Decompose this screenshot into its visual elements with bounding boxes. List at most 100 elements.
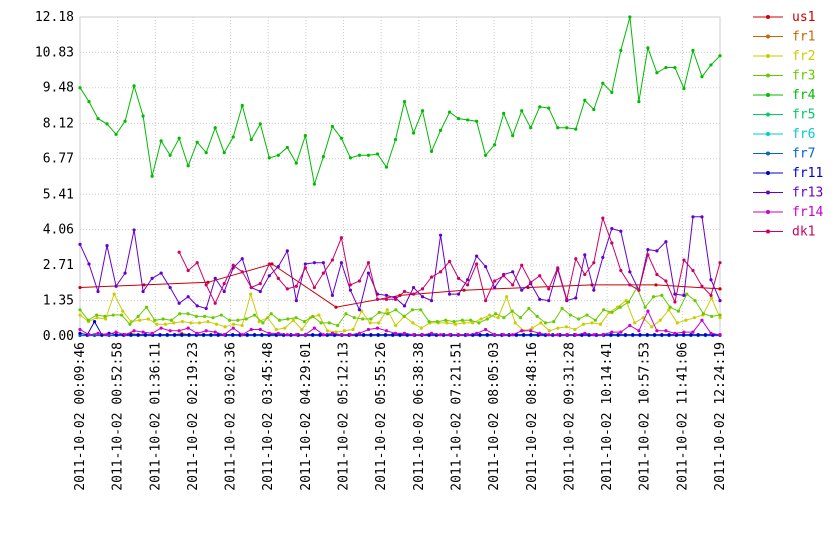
legend-marker [766,93,770,97]
x-tick-label: 2011-10-02 07:21:51 [449,342,464,491]
data-point [682,258,686,262]
data-point [420,295,425,299]
data-point [568,313,572,317]
data-point [391,333,395,337]
data-point [547,106,551,110]
data-point [214,322,219,326]
data-point [168,329,172,333]
data-point [195,261,199,265]
data-point [294,316,298,320]
data-point [249,285,253,290]
data-point [453,322,458,326]
data-point [447,110,452,114]
data-point [718,333,722,337]
data-point [479,317,483,321]
data-point [520,288,524,292]
data-point [691,215,695,219]
legend-marker [766,171,770,175]
x-tick-label: 2011-10-02 00:09:46 [73,342,88,491]
data-point [375,152,380,156]
x-tick-label: 2011-10-02 04:29:01 [299,342,314,491]
data-point [348,156,353,160]
data-point [366,327,371,332]
data-point [643,305,647,309]
data-point [673,292,677,296]
data-point [618,305,622,309]
series-line-fr11 [79,320,720,336]
data-point [650,325,654,329]
data-point [538,331,542,335]
data-point [321,261,325,265]
data-point [141,289,145,294]
data-point [462,321,466,325]
data-point [348,333,353,337]
data-point [623,333,628,337]
data-point [419,308,423,312]
data-point [718,313,722,317]
data-point [438,333,443,337]
data-point [628,270,632,274]
data-point [165,333,169,337]
data-point [438,128,443,133]
data-point [556,333,560,337]
data-point [502,274,506,278]
data-point [209,333,213,337]
data-point [502,316,506,320]
data-point [410,308,415,312]
data-point [269,312,273,316]
data-point [95,316,99,320]
data-point [581,322,586,326]
data-point [178,312,182,316]
data-point [203,314,207,318]
data-point [213,330,217,334]
data-point [556,266,560,270]
data-point [637,288,641,292]
data-point [493,333,497,337]
y-tick-label: 0.00 [43,329,74,344]
data-point [646,46,650,50]
data-point [673,300,677,304]
data-point [411,285,416,290]
data-point [718,261,722,265]
data-point [429,299,434,303]
x-tick-label: 2011-10-02 09:31:28 [562,342,577,491]
data-point [631,333,635,337]
data-point [302,319,307,324]
data-point [502,111,506,115]
legend-label: fr11 [792,166,823,181]
data-point [334,305,338,309]
data-point [78,327,82,332]
data-point [668,305,672,309]
data-point [294,333,298,337]
data-point [195,304,199,308]
data-point [194,314,198,318]
data-point [155,322,159,326]
legend-item-fr6: fr6 [753,127,815,142]
data-point [475,119,479,123]
data-point [330,331,334,335]
data-point [159,139,163,143]
data-point [258,327,262,332]
data-point [206,319,210,324]
data-point [475,331,479,335]
data-point [136,314,140,318]
data-point [204,329,208,333]
data-point [78,242,82,246]
data-point [197,321,202,325]
data-point [211,316,215,320]
data-point [187,333,191,337]
data-point [513,321,517,325]
y-tick-label: 10.83 [35,45,74,60]
data-point [547,329,551,333]
data-point [172,333,177,337]
data-point [556,126,560,130]
data-point [469,318,473,322]
data-point [385,312,390,316]
data-point [691,48,695,53]
data-point [393,297,398,301]
data-point [592,333,596,337]
legend-item-dk1: dk1 [753,225,815,240]
y-tick-label: 12.18 [35,10,74,25]
data-point [285,333,289,337]
data-point [318,333,322,337]
